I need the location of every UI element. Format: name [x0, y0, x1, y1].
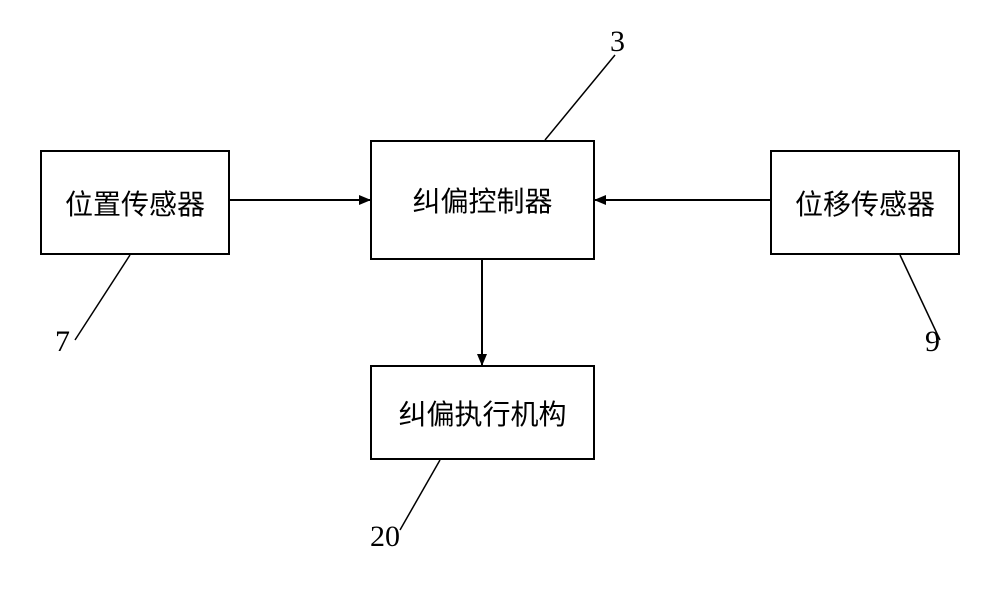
leader-3 [545, 55, 615, 140]
leader-20 [400, 460, 440, 530]
leader-9 [900, 255, 940, 340]
connectors-svg [0, 0, 1000, 589]
leader-7 [75, 255, 130, 340]
